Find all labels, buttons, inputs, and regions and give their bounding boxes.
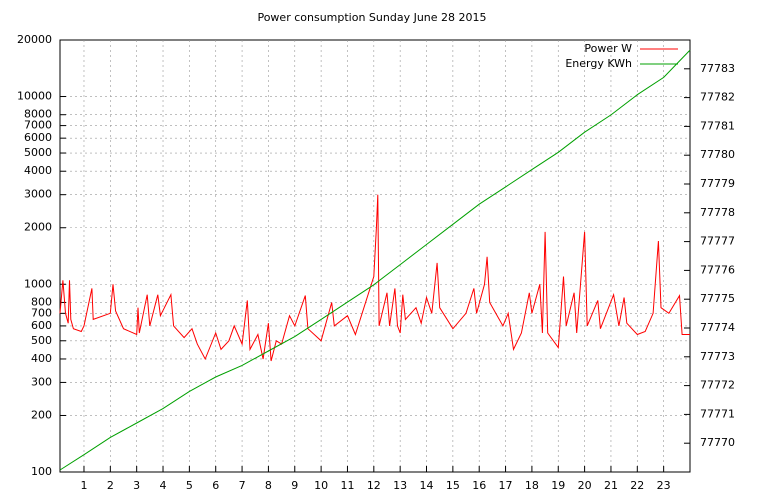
y-tick-label: 300 [31,375,52,388]
y2-tick-label: 77782 [700,91,735,104]
x-tick-label: 20 [578,479,592,492]
chart-title: Power consumption Sunday June 28 2015 [257,11,486,24]
x-tick-label: 16 [472,479,486,492]
x-tick-label: 17 [499,479,513,492]
plot-frame [59,39,691,473]
x-tick-label: 6 [212,479,219,492]
x-tick-label: 13 [393,479,407,492]
y2-tick-label: 77772 [700,379,735,392]
series-line [59,194,690,362]
y2-tick-label: 77770 [700,436,735,449]
y-tick-label: 700 [31,306,52,319]
x-tick-label: 15 [446,479,460,492]
y-tick-label: 10000 [17,90,52,103]
y-tick-label: 2000 [24,221,52,234]
y-tick-label: 800 [31,295,52,308]
y2-tick-label: 77774 [700,321,735,334]
x-tick-label: 7 [239,479,246,492]
x-tick-label: 14 [420,479,434,492]
legend-label: Energy KWh [565,57,632,70]
y-tick-label: 7000 [24,119,52,132]
x-tick-label: 23 [657,479,671,492]
x-tick-label: 11 [340,479,354,492]
y2-tick-label: 77771 [700,407,735,420]
x-tick-label: 3 [133,479,140,492]
x-tick-label: 19 [551,479,565,492]
x-tick-label: 8 [265,479,272,492]
y2-tick-label: 77778 [700,206,735,219]
y-tick-label: 8000 [24,108,52,121]
y2-tick-label: 77783 [700,62,735,75]
y-tick-label: 600 [31,319,52,332]
y-tick-label: 500 [31,334,52,347]
y2-tick-label: 77773 [700,350,735,363]
y-tick-label: 3000 [24,188,52,201]
y2-tick-label: 77781 [700,119,735,132]
y-tick-label: 100 [31,465,52,478]
x-tick-label: 4 [160,479,167,492]
y-tick-label: 5000 [24,146,52,159]
y-tick-label: 20000 [17,33,52,46]
y2-tick-label: 77777 [700,235,735,248]
x-tick-label: 9 [291,479,298,492]
x-tick-label: 21 [604,479,618,492]
x-tick-label: 2 [107,479,114,492]
x-tick-label: 18 [525,479,539,492]
y2-tick-label: 77775 [700,292,735,305]
y-tick-label: 200 [31,408,52,421]
x-tick-label: 10 [314,479,328,492]
series-line [59,49,691,471]
y-tick-label: 4000 [24,164,52,177]
x-tick-label: 12 [367,479,381,492]
y2-tick-label: 77780 [700,148,735,161]
y-tick-label: 6000 [24,131,52,144]
y2-tick-label: 77779 [700,177,735,190]
y2-tick-label: 77776 [700,263,735,276]
x-tick-label: 22 [630,479,644,492]
y-tick-label: 1000 [24,277,52,290]
x-tick-label: 1 [80,479,87,492]
y-tick-label: 400 [31,352,52,365]
x-tick-label: 5 [186,479,193,492]
legend-label: Power W [584,42,632,55]
